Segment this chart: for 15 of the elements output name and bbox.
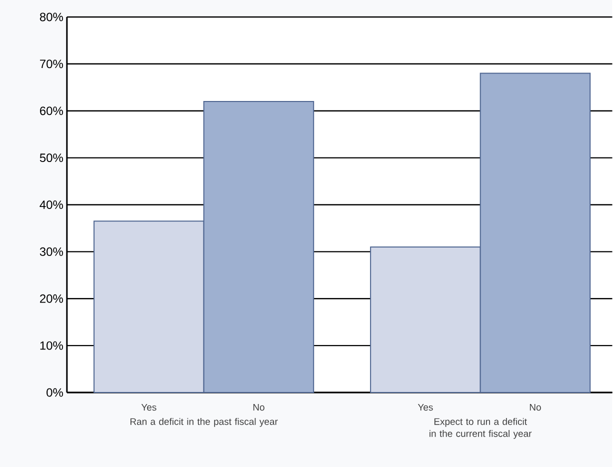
y-tick-label: 80%	[40, 12, 63, 22]
y-tick-label: 0%	[46, 388, 63, 397]
x-tick-label: Expect to run a deficit in the current fiscal year	[430, 418, 532, 439]
y-tick-label: 50%	[40, 153, 63, 162]
y-tick-label: 20%	[40, 294, 63, 303]
series-label: No	[253, 404, 264, 410]
series-label: Yes	[141, 404, 156, 410]
y-tick-label: 40%	[40, 200, 63, 209]
y-tick-label: 30%	[40, 247, 63, 256]
y-tick-label: 70%	[40, 59, 63, 68]
x-tick-label: Ran a deficit in the past fiscal year	[130, 418, 278, 427]
y-tick-label: 60%	[40, 106, 63, 115]
text: No	[530, 404, 541, 410]
text: Yes	[418, 404, 433, 410]
y-tick-label: 10%	[40, 341, 63, 350]
